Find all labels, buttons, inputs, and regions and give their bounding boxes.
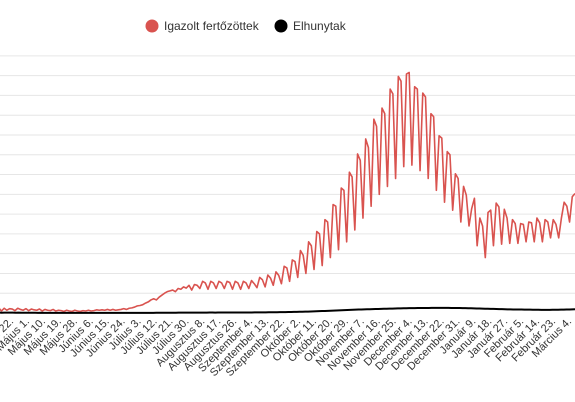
gridlines: [0, 55, 575, 294]
legend-label-confirmed: Igazolt fertőzöttek: [164, 19, 260, 33]
series-line-confirmed: [0, 71, 575, 313]
legend-label-deaths: Elhunytak: [293, 19, 347, 33]
legend-swatch-deaths: [274, 19, 288, 33]
legend-item-confirmed[interactable]: Igazolt fertőzöttek: [145, 19, 260, 33]
legend: Igazolt fertőzöttek Elhunytak: [145, 19, 347, 33]
series-line-deaths: [0, 306, 575, 314]
legend-item-deaths[interactable]: Elhunytak: [274, 19, 347, 33]
series-layer: [0, 71, 575, 314]
legend-swatch-confirmed: [145, 19, 159, 33]
x-axis-tick-labels: Április 22.Május 1.Május 10.Május 19.Máj…: [0, 315, 574, 379]
